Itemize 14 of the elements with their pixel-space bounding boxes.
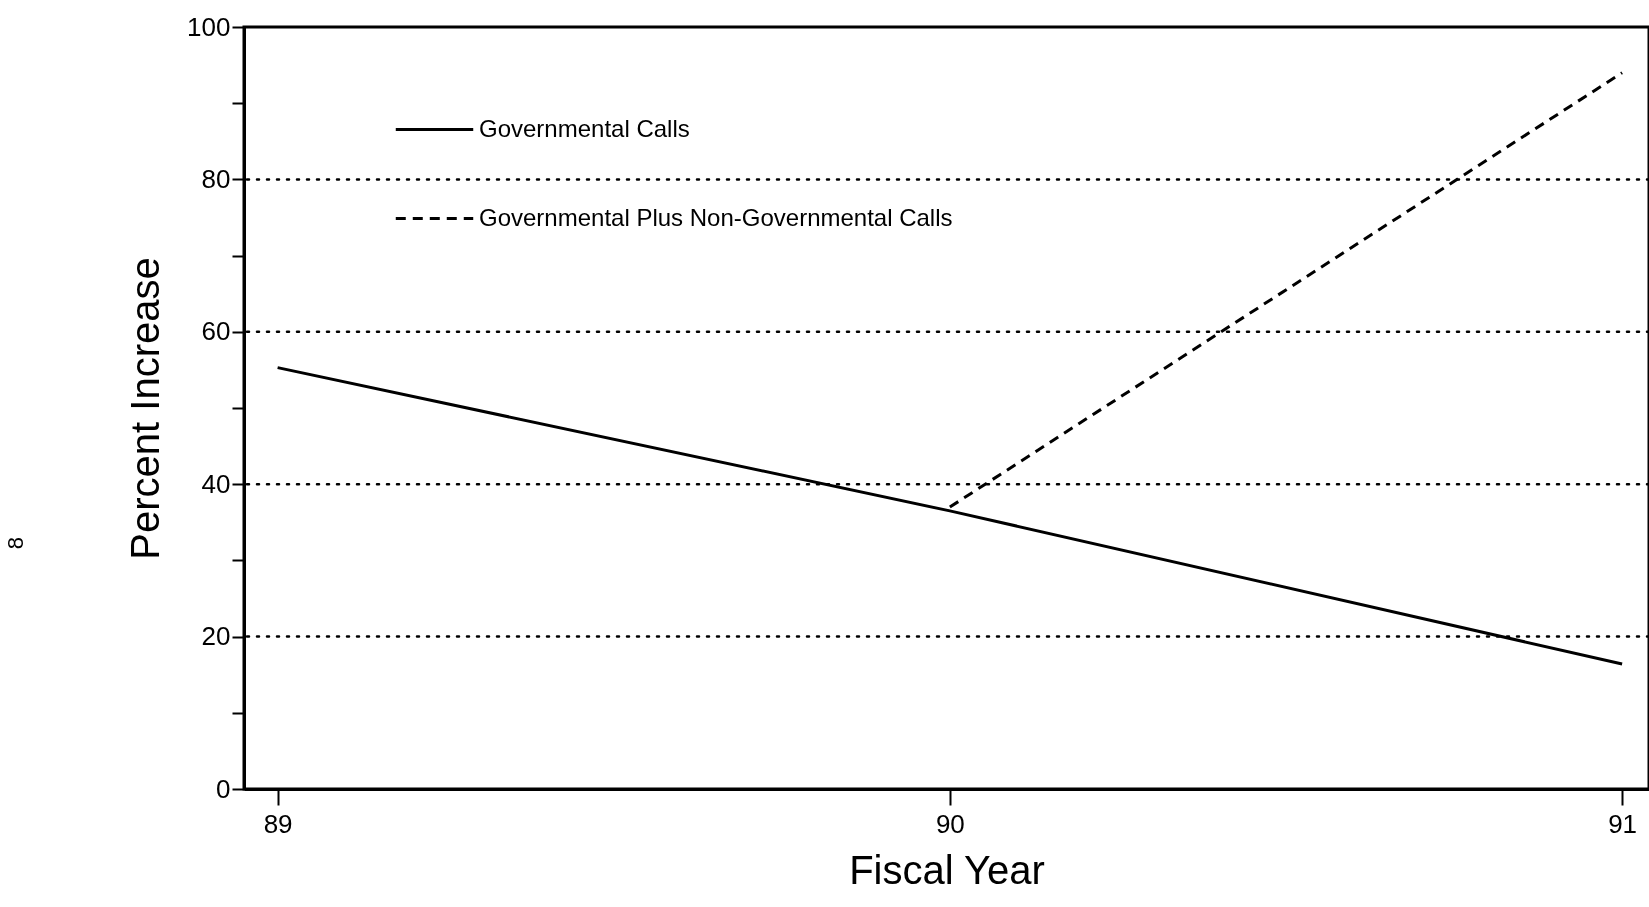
x-tick-label: 91 <box>1608 808 1638 839</box>
text: 8 <box>3 536 30 550</box>
y-tick-label: 80 <box>201 163 231 194</box>
y-tick-label: 0 <box>216 773 231 804</box>
legend-label: Governmental Plus Non-Governmental Calls <box>479 203 953 231</box>
x-tick-label: 90 <box>935 808 965 839</box>
y-tick-label: 20 <box>201 621 231 652</box>
y-tick-label: 100 <box>187 11 231 42</box>
y-tick-label: 40 <box>201 468 231 499</box>
y-axis-title: Percent Increase <box>123 257 168 560</box>
x-axis-title: Fiscal Year <box>849 847 1045 892</box>
y-tick-label: 60 <box>201 316 231 347</box>
x-tick-label: 89 <box>263 808 293 839</box>
legend-label: Governmental Calls <box>479 114 690 142</box>
